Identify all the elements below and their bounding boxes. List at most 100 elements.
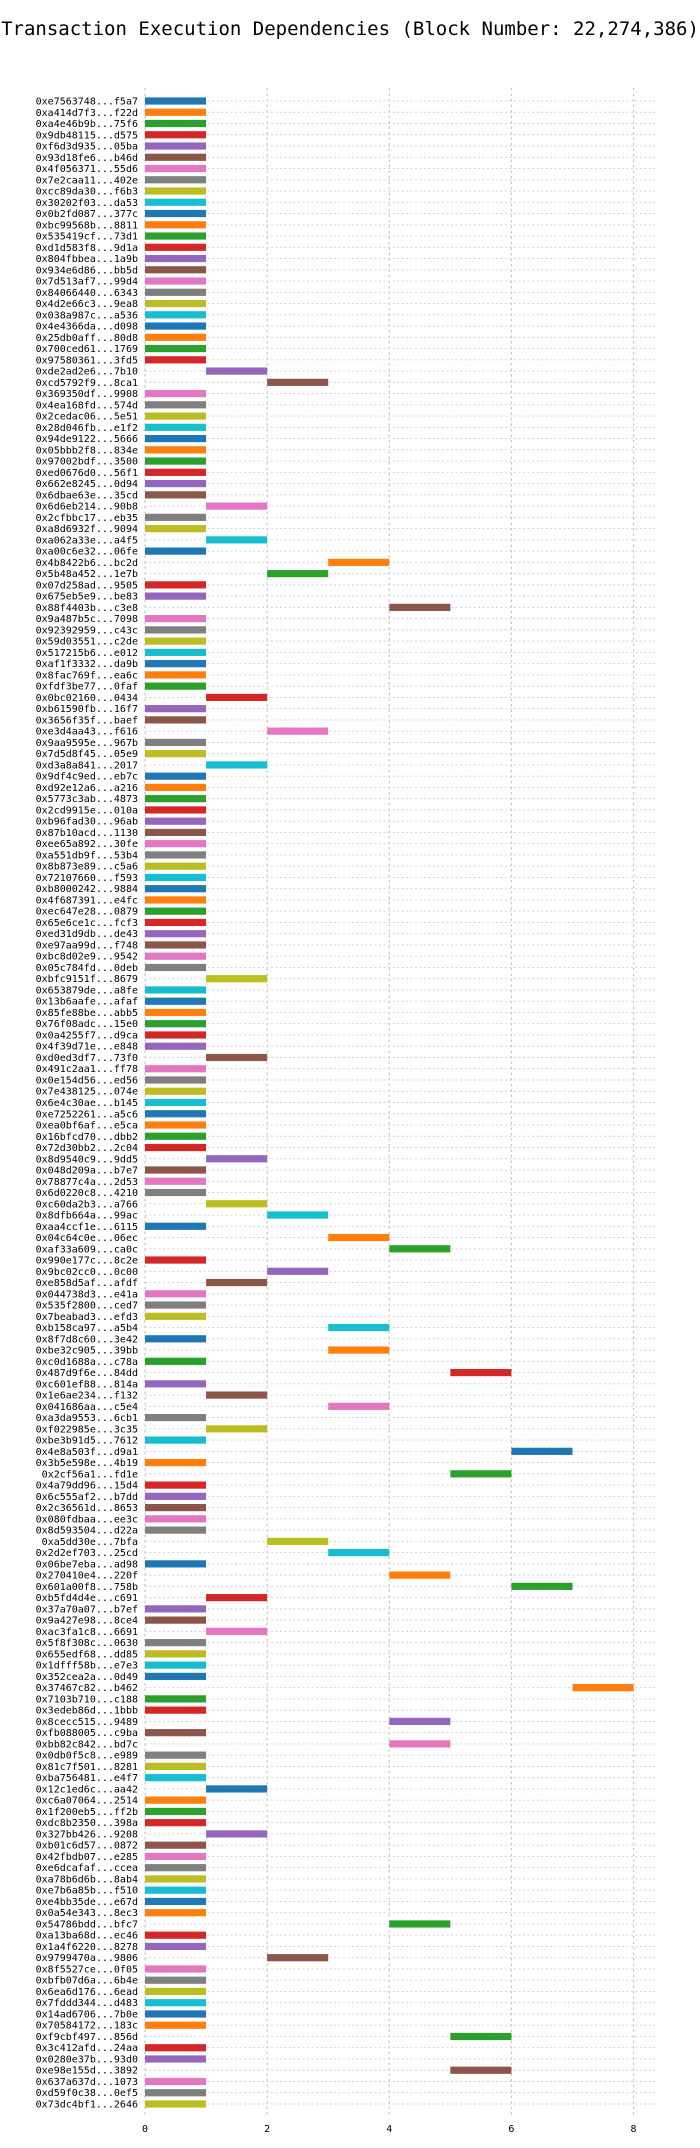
y-tick-label: 0x0a54e343...8ec3 [36,1908,138,1919]
y-tick-label: 0x1a4f6220...8278 [36,1942,138,1953]
y-tick-label: 0x4f687391...e4fc [36,895,138,906]
y-tick-label: 0x94de9122...5666 [36,434,138,445]
transaction-bar [145,716,207,724]
transaction-bar [145,952,207,960]
transaction-bar [511,1447,573,1455]
y-tick-label: 0xe7252261...a5c6 [36,1109,138,1120]
transaction-bar [145,941,207,949]
y-tick-label: 0x8b873e89...c5a6 [36,862,138,873]
transaction-bar [206,1425,268,1433]
transaction-bar [145,2010,207,2018]
y-tick-label: 0xd0ed3df7...73f0 [36,1053,138,1064]
y-tick-label: 0x2cfbbc17...eb35 [36,513,138,524]
y-tick-label: 0x2cf56a1...fd1e [42,1469,138,1480]
transaction-bar [328,558,390,566]
transaction-bar [145,344,207,353]
y-tick-label: 0x5b48a452...1e7b [36,569,138,580]
transaction-bar [145,1256,207,1264]
transaction-bar [145,1143,207,1152]
y-tick-label: 0x491c2aa1...ff78 [36,1064,138,1075]
y-tick-label: 0xbfc9151f...8679 [36,974,138,985]
transaction-bar [450,1470,512,1478]
y-tick-label: 0x4e8a503f...d9a1 [36,1447,138,1458]
y-tick-label: 0x4d2e66c3...9ea8 [36,299,138,310]
transaction-bar [145,840,207,848]
y-tick-label: 0x25db0aff...80d8 [36,333,138,344]
x-tick-label: 8 [631,2124,637,2135]
transaction-bar [145,479,207,488]
transaction-bar [206,1830,268,1838]
y-tick-label: 0xb96fad30...96ab [36,817,138,828]
transaction-bar [145,2100,207,2108]
y-tick-label: 0x04c64c0e...06ec [36,1233,138,1244]
transaction-bar [206,1785,268,1793]
transaction-bar [145,119,207,128]
y-tick-label: 0x6d0220c8...4210 [36,1188,138,1199]
transaction-bar [328,1402,390,1410]
transaction-bar [145,738,207,747]
transaction-bar [145,322,207,330]
y-tick-label: 0xdc8b2350...398a [36,1818,138,1829]
x-tick-label: 6 [508,2124,514,2135]
y-tick-label: 0x1dfff58b...e7e3 [36,1661,138,1672]
transaction-bar [145,2077,207,2086]
y-tick-label: 0x30202f03...da53 [36,198,138,209]
transaction-bar [450,2032,512,2041]
y-tick-label: 0x07d258ad...9505 [36,580,138,591]
y-tick-label: 0x76f08adc...15e0 [36,1019,138,1030]
transaction-bar [145,1481,207,1489]
transaction-bar [145,1774,207,1782]
transaction-bar [145,266,207,274]
y-tick-label: 0x65e6ce1c...fcf3 [36,918,138,929]
x-tick-label: 4 [386,2124,392,2135]
y-tick-label: 0x9df4c9ed...eb7c [36,772,138,783]
transaction-bar [206,1155,268,1163]
x-tick-label: 0 [142,2124,148,2135]
transaction-bar [145,806,207,814]
y-tick-label: 0x37467c82...b462 [36,1683,138,1694]
y-tick-label: 0xd59f0c38...0ef5 [36,2088,138,2099]
transaction-bar [145,1312,207,1320]
y-tick-label: 0xb158ca97...a5b4 [36,1323,138,1334]
y-tick-label: 0x044738d3...e41a [36,1289,138,1300]
y-tick-label: 0xbfb07d6a...6b4e [36,1976,138,1987]
y-tick-label: 0xfb088005...c9ba [36,1728,138,1739]
transaction-bar [145,1515,207,1523]
y-tick-label: 0xa551db9f...53b4 [36,850,138,861]
y-tick-label: 0x42fbdb07...e285 [36,1852,138,1863]
y-tick-label: 0xbe32c905...39bb [36,1346,138,1357]
y-tick-label: 0x7beabad3...efd3 [36,1312,138,1323]
transaction-bar [145,2044,207,2052]
y-tick-label: 0xfdf3be77...0faf [36,682,138,693]
transaction-bar [145,1458,207,1467]
transaction-bar [145,1335,207,1343]
y-tick-label: 0xb5fd4d4e...c691 [36,1593,138,1604]
y-tick-label: 0x270410e4...220f [36,1571,138,1582]
transaction-bar [267,378,329,386]
x-tick-labels: 0 2 4 6 8 [142,2124,637,2135]
transaction-bar [145,164,207,173]
transaction-bar [267,1537,329,1545]
y-tick-label: 0xf6d3d935...05ba [36,142,138,153]
transaction-bar [145,1290,207,1298]
y-tick-label: 0xec647e28...0879 [36,907,138,918]
transaction-bar [145,1639,207,1647]
transaction-bar [328,1549,390,1557]
transaction-bar [145,1020,207,1028]
y-tick-label: 0x7e438125...074e [36,1087,138,1098]
transaction-bar [206,367,268,375]
y-tick-label: 0x369350df...9908 [36,389,138,400]
y-tick-label: 0x4e4366da...d098 [36,322,138,333]
transaction-bar [145,153,207,161]
transaction-bar [145,1605,207,1613]
transaction-bar [206,1200,268,1208]
transaction-bar [145,1661,207,1669]
y-tick-label: 0xcc89da30...f6b3 [36,187,138,198]
transaction-bar [511,1582,573,1590]
y-tick-label: 0x700ced61...1769 [36,344,138,355]
y-tick-label: 0x327bb426...9208 [36,1829,138,1840]
y-tick-label: 0x804fbbea...1a9b [36,254,138,265]
y-tick-label: 0x637a637d...1073 [36,2077,138,2088]
transaction-bar [145,491,207,499]
y-tick-label: 0xe7563748...f5a7 [36,97,138,108]
